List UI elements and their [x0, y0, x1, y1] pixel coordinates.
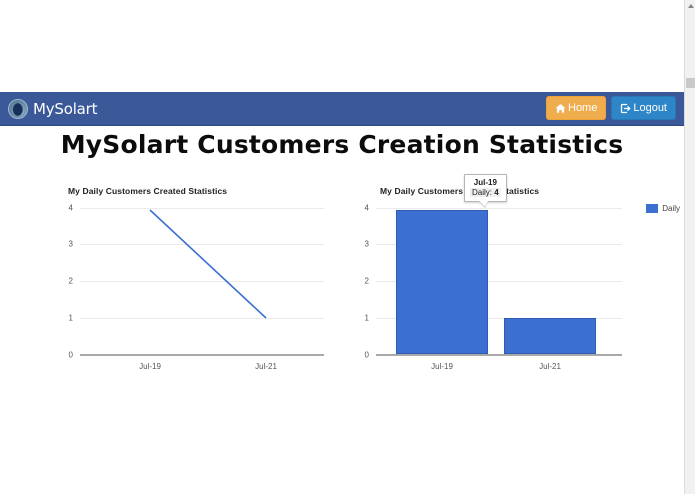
- logout-button[interactable]: Logout: [611, 96, 676, 120]
- y-tick-label: 2: [68, 276, 73, 286]
- y-tick-label: 1: [68, 313, 73, 323]
- home-icon: [555, 103, 566, 114]
- gridline: [80, 208, 324, 209]
- brand-link[interactable]: MySolart: [8, 95, 98, 123]
- moon-circle-logo-icon: [8, 99, 28, 119]
- top-navbar: MySolart Home Logo: [0, 92, 684, 126]
- gridline: [80, 318, 324, 319]
- charts-row: My Daily Customers Created Statistics 4 …: [0, 176, 684, 396]
- line-chart-panel: My Daily Customers Created Statistics 4 …: [22, 176, 342, 396]
- y-tick-label: 1: [364, 313, 369, 323]
- x-tick-label: Jul-19: [139, 362, 161, 371]
- y-tick-label: 0: [68, 350, 73, 360]
- vertical-scrollbar[interactable]: [684, 0, 695, 494]
- home-button[interactable]: Home: [546, 96, 607, 120]
- bar-chart-legend: Daily: [646, 204, 680, 213]
- line-chart-title: My Daily Customers Created Statistics: [68, 186, 228, 196]
- y-tick-label: 4: [364, 203, 369, 213]
- x-tick-label: Jul-21: [255, 362, 277, 371]
- page-title: MySolart Customers Creation Statistics: [60, 130, 624, 159]
- gridline: [80, 244, 324, 245]
- y-tick-label: 2: [364, 276, 369, 286]
- gridline: [376, 244, 622, 245]
- y-tick-label: 0: [364, 350, 369, 360]
- x-tick-label: Jul-21: [539, 362, 561, 371]
- line-chart-plot: 4 3 2 1 0 Jul-19 Jul-21: [69, 204, 324, 371]
- legend-label-daily: Daily: [662, 204, 680, 213]
- line-series-daily: [149, 209, 267, 319]
- caret-up-icon[interactable]: [685, 0, 695, 11]
- logout-icon: [620, 103, 631, 114]
- chart-tooltip: Jul-19 Daily: 4: [464, 174, 507, 202]
- tooltip-value-row: Daily: 4: [470, 188, 501, 197]
- gridline: [80, 281, 324, 282]
- page-top-whitespace: [0, 0, 684, 92]
- x-axis-line: [376, 354, 622, 356]
- bar-chart-panel: My Daily Customers Created Statistics Da…: [352, 176, 684, 396]
- scrollbar-thumb[interactable]: [686, 78, 695, 88]
- bar-jul-19[interactable]: [396, 210, 488, 354]
- home-button-label: Home: [568, 102, 598, 114]
- y-tick-label: 3: [364, 239, 369, 249]
- brand-label: MySolart: [33, 100, 98, 118]
- bar-jul-21[interactable]: [504, 318, 596, 354]
- legend-swatch-daily: [646, 204, 659, 213]
- bar-chart-plot: 4 3 2 1 0 Jul-19 Jul-21: [365, 204, 622, 371]
- x-axis-line: [80, 354, 324, 356]
- navbar-actions: Home Logout: [546, 96, 676, 120]
- y-tick-label: 3: [68, 239, 73, 249]
- logout-button-label: Logout: [633, 102, 667, 114]
- bar-chart-title: My Daily Customers Created Statistics: [380, 186, 540, 196]
- x-tick-label: Jul-19: [431, 362, 453, 371]
- gridline: [376, 281, 622, 282]
- tooltip-title: Jul-19: [473, 178, 497, 187]
- y-tick-label: 4: [68, 203, 73, 213]
- tooltip-series-label: Daily:: [472, 188, 493, 197]
- gridline: [376, 208, 622, 209]
- gridline: [376, 318, 622, 319]
- tooltip-value: 4: [494, 188, 499, 197]
